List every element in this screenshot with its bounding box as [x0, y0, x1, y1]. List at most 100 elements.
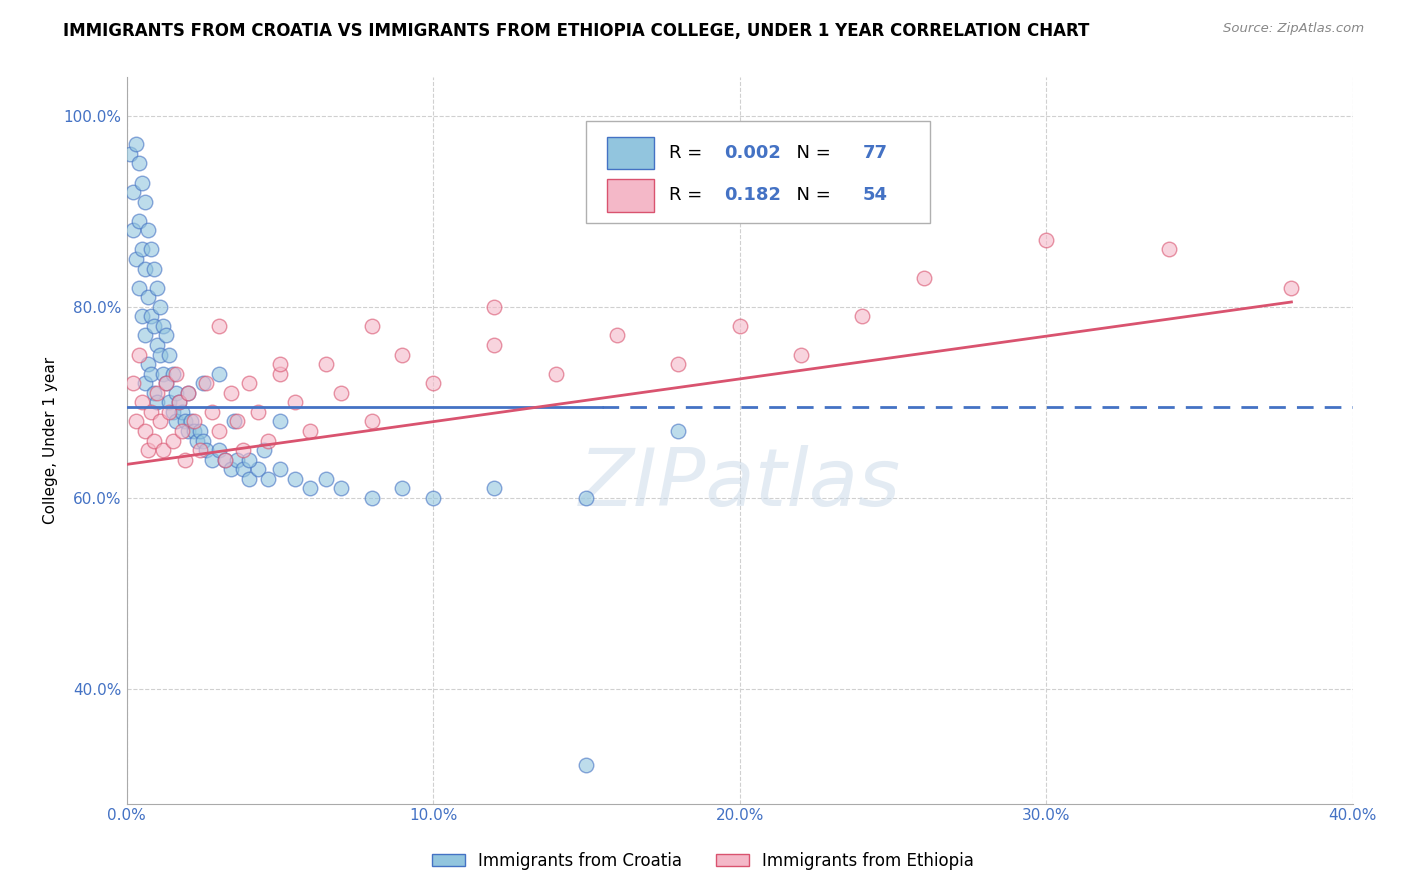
- Point: [207, 424, 229, 438]
- Point: [170, 405, 193, 419]
- Point: [269, 462, 291, 476]
- Point: [912, 271, 935, 285]
- Point: [139, 310, 162, 324]
- Text: N =: N =: [785, 144, 837, 162]
- Point: [269, 357, 291, 371]
- Point: [155, 376, 177, 391]
- Text: IMMIGRANTS FROM CROATIA VS IMMIGRANTS FROM ETHIOPIA COLLEGE, UNDER 1 YEAR CORREL: IMMIGRANTS FROM CROATIA VS IMMIGRANTS FR…: [63, 22, 1090, 40]
- Point: [131, 310, 153, 324]
- Legend: Immigrants from Croatia, Immigrants from Ethiopia: Immigrants from Croatia, Immigrants from…: [425, 846, 981, 877]
- Point: [162, 434, 184, 448]
- Point: [1281, 280, 1303, 294]
- Point: [484, 300, 506, 314]
- Point: [139, 243, 162, 257]
- Point: [193, 376, 215, 391]
- Point: [121, 223, 143, 237]
- Text: ZIPatlas: ZIPatlas: [579, 445, 901, 523]
- Point: [284, 472, 307, 486]
- Point: [315, 357, 337, 371]
- Point: [165, 414, 187, 428]
- Point: [152, 367, 174, 381]
- Point: [575, 491, 598, 505]
- Point: [214, 452, 236, 467]
- Point: [159, 405, 181, 419]
- Point: [136, 443, 159, 458]
- Point: [422, 376, 444, 391]
- Point: [219, 462, 242, 476]
- Point: [149, 347, 172, 361]
- Point: [253, 443, 276, 458]
- Point: [183, 424, 205, 438]
- Point: [247, 462, 270, 476]
- Point: [125, 252, 148, 266]
- Point: [118, 147, 141, 161]
- Y-axis label: College, Under 1 year: College, Under 1 year: [44, 357, 58, 524]
- Point: [247, 405, 270, 419]
- Point: [207, 318, 229, 333]
- Point: [121, 376, 143, 391]
- Point: [269, 414, 291, 428]
- FancyBboxPatch shape: [586, 121, 929, 223]
- Point: [149, 414, 172, 428]
- Point: [152, 318, 174, 333]
- Point: [134, 424, 156, 438]
- Point: [128, 347, 150, 361]
- Point: [575, 758, 598, 772]
- Point: [131, 243, 153, 257]
- Point: [269, 367, 291, 381]
- Point: [152, 443, 174, 458]
- Point: [284, 395, 307, 409]
- Point: [232, 462, 254, 476]
- Point: [149, 300, 172, 314]
- FancyBboxPatch shape: [607, 179, 654, 211]
- Point: [360, 318, 382, 333]
- Point: [155, 328, 177, 343]
- Point: [162, 405, 184, 419]
- Point: [177, 385, 200, 400]
- Point: [666, 424, 689, 438]
- Point: [139, 367, 162, 381]
- Point: [177, 385, 200, 400]
- Point: [121, 185, 143, 199]
- Point: [195, 443, 218, 458]
- Point: [238, 472, 260, 486]
- Point: [422, 491, 444, 505]
- Point: [125, 137, 148, 152]
- Point: [173, 414, 195, 428]
- Point: [188, 424, 211, 438]
- Point: [330, 481, 353, 495]
- Point: [606, 328, 628, 343]
- Text: R =: R =: [668, 186, 707, 204]
- Point: [544, 367, 567, 381]
- Point: [180, 414, 202, 428]
- Point: [360, 491, 382, 505]
- Point: [134, 261, 156, 276]
- Point: [360, 414, 382, 428]
- Point: [299, 481, 322, 495]
- Point: [1035, 233, 1057, 247]
- Point: [139, 405, 162, 419]
- Point: [201, 405, 224, 419]
- Text: 0.182: 0.182: [724, 186, 780, 204]
- Point: [238, 452, 260, 467]
- Point: [128, 213, 150, 227]
- Point: [134, 328, 156, 343]
- Point: [1157, 243, 1180, 257]
- Point: [143, 434, 166, 448]
- Point: [232, 443, 254, 458]
- Point: [219, 385, 242, 400]
- Text: R =: R =: [668, 144, 707, 162]
- Point: [225, 452, 247, 467]
- Point: [851, 310, 873, 324]
- Point: [159, 395, 181, 409]
- Point: [162, 367, 184, 381]
- Point: [256, 434, 278, 448]
- Point: [167, 395, 190, 409]
- Point: [484, 338, 506, 352]
- Point: [136, 223, 159, 237]
- Point: [128, 156, 150, 170]
- Point: [225, 414, 247, 428]
- Point: [186, 434, 208, 448]
- Point: [143, 385, 166, 400]
- Point: [299, 424, 322, 438]
